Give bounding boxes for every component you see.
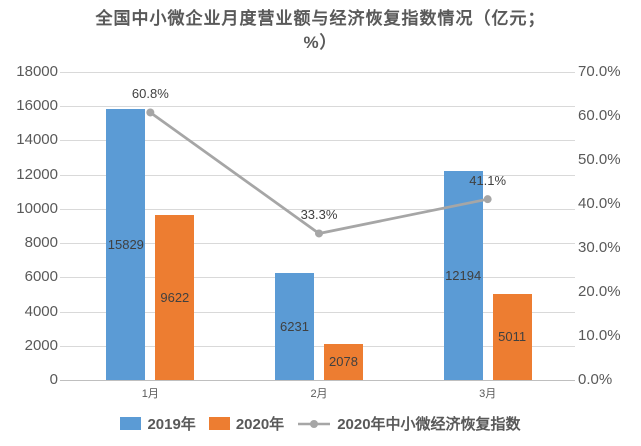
x-axis-category-label: 1月	[141, 388, 159, 400]
gridline	[60, 243, 575, 245]
gridline	[60, 277, 575, 279]
right-axis-tick-label: 10.0%	[578, 327, 621, 344]
line-marker-icon	[483, 195, 492, 204]
left-axis-tick-label: 6000	[24, 268, 58, 286]
bar-value-label: 15829	[107, 236, 144, 252]
line-point-label: 33.3%	[300, 207, 338, 223]
legend-swatch-2019-icon	[120, 417, 142, 430]
legend-label-2020: 2020年	[235, 416, 285, 433]
chart-title-line-1: 全国中小微企业月度营业额与经济恢复指数情况（亿元；	[95, 9, 546, 28]
gridline	[60, 311, 575, 313]
legend-item-2019: 2019年	[120, 413, 196, 434]
left-axis-tick-label: 16000	[16, 97, 58, 115]
gridline	[60, 72, 575, 73]
line-marker-icon	[146, 108, 155, 117]
right-axis-tick-label: 40.0%	[578, 195, 621, 212]
right-axis-tick-label: 50.0%	[578, 151, 621, 168]
legend-label-recovery-index: 2020年中小微经济恢复指数	[337, 416, 521, 433]
left-axis-tick-label: 2000	[24, 336, 58, 354]
legend-item-2020: 2020年	[208, 413, 285, 434]
right-axis-tick-label: 30.0%	[578, 239, 621, 256]
x-axis-category-label: 2月	[310, 388, 328, 400]
left-axis-tick-label: 10000	[16, 199, 58, 217]
left-axis-tick-label: 18000	[16, 63, 58, 80]
chart-title-line-2: %）	[303, 33, 338, 52]
legend-line-marker-icon	[298, 419, 331, 428]
left-axis-tick-label: 12000	[16, 165, 58, 183]
bar-value-label: 5011	[498, 329, 527, 345]
line-marker-icon	[315, 229, 323, 238]
legend-swatch-2020-icon	[208, 417, 230, 430]
x-axis-category-label: 3月	[479, 388, 497, 400]
left-axis-tick-label: 14000	[16, 131, 58, 149]
x-axis-line	[60, 380, 575, 381]
bar-2020年-2月	[324, 344, 363, 380]
line-point-label: 41.1%	[469, 173, 507, 189]
legend: 2019年 2020年 2020年中小微经济恢复指数	[0, 413, 641, 434]
legend-item-recovery-index: 2020年中小微经济恢复指数	[297, 413, 521, 434]
gridline	[60, 345, 575, 347]
left-axis-tick-label: 0	[49, 371, 58, 388]
right-axis-tick-label: 20.0%	[578, 283, 621, 300]
bar-value-label: 9622	[160, 289, 190, 305]
bar-2020年-3月	[492, 294, 532, 380]
chart-title: 全国中小微企业月度营业额与经济恢复指数情况（亿元； %）	[41, 7, 601, 55]
bar-value-label: 2078	[329, 354, 358, 370]
line-point-label: 60.8%	[131, 86, 169, 102]
right-axis-tick-label: 60.0%	[578, 107, 621, 124]
gridline	[60, 106, 575, 108]
left-axis-tick-label: 8000	[24, 234, 58, 252]
bar-value-label: 12194	[445, 267, 482, 283]
bar-2020年-1月	[155, 215, 195, 380]
bar-2019年-2月	[275, 273, 314, 380]
left-axis-tick-label: 4000	[24, 302, 58, 320]
legend-label-2019: 2019年	[147, 416, 196, 433]
right-axis-tick-label: 70.0%	[578, 63, 621, 80]
right-axis-tick-label: 0.0%	[578, 371, 613, 388]
bar-2019年-1月	[106, 109, 146, 380]
bar-value-label: 6231	[280, 318, 309, 334]
